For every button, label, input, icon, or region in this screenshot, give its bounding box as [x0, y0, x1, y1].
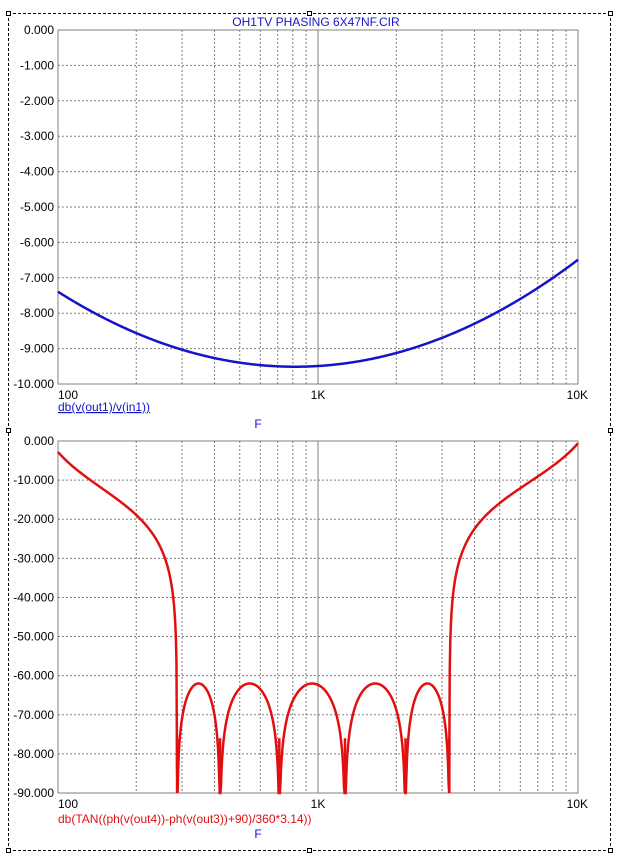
y-tick-label: -20.000	[13, 512, 54, 526]
chart-title: OH1TV PHASING 6X47NF.CIR	[232, 15, 400, 29]
y-tick-label: -9.000	[20, 342, 54, 356]
resize-handle-bottom-left[interactable]	[6, 848, 11, 853]
y-tick-label: 0.000	[24, 434, 54, 448]
y-tick-label: -80.000	[13, 747, 54, 761]
plot-area-border	[57, 29, 579, 385]
resize-handle-top-left[interactable]	[6, 11, 11, 16]
y-tick-label: -1.000	[20, 58, 54, 72]
y-tick-label: -7.000	[20, 271, 54, 285]
y-tick-label: -60.000	[13, 669, 54, 683]
x-tick-label: 1K	[311, 797, 326, 811]
resize-handle-mid-right[interactable]	[608, 428, 613, 433]
resize-handle-top-right[interactable]	[608, 11, 613, 16]
series-line	[57, 258, 579, 368]
x-axis-label: F	[254, 827, 261, 841]
x-axis-label: F	[254, 417, 261, 431]
x-tick-label: 100	[58, 797, 78, 811]
y-tick-label: -2.000	[20, 94, 54, 108]
resize-handle-bottom-mid[interactable]	[307, 848, 312, 853]
y-axis-label: db(v(out1)/v(in1))	[58, 400, 150, 414]
y-tick-label: -6.000	[20, 235, 54, 249]
y-tick-label: -90.000	[13, 786, 54, 800]
y-tick-label: -30.000	[13, 551, 54, 565]
x-tick-label: 1K	[311, 388, 326, 402]
plot-panel-2: 0.000 -10.000 -20.000 -30.000 -40.000 -50.000…	[13, 434, 588, 841]
y-tick-label: -50.000	[13, 630, 54, 644]
y-axis-label: db(TAN((ph(v(out4))-ph(v(out3))+90)/360*…	[58, 812, 312, 826]
y-tick-label: -4.000	[20, 165, 54, 179]
y-tick-label: -70.000	[13, 708, 54, 722]
resize-handle-mid-left[interactable]	[6, 428, 11, 433]
y-tick-label: -10.000	[13, 377, 54, 391]
y-tick-label: -8.000	[20, 306, 54, 320]
plot-panel-1: 0.000 -1.000 -2.000 -3.000 -4.000 -5.000 -6.00…	[13, 23, 588, 431]
y-tick-label: -3.000	[20, 129, 54, 143]
x-tick-label: 100	[58, 388, 78, 402]
resize-handle-top-mid[interactable]	[307, 11, 312, 16]
y-tick-label: 0.000	[24, 23, 54, 37]
resize-handle-bottom-right[interactable]	[608, 848, 613, 853]
x-tick-label: 10K	[567, 388, 588, 402]
series-line	[57, 442, 579, 795]
y-tick-label: -40.000	[13, 590, 54, 604]
plot-area-border	[57, 440, 579, 794]
y-tick-label: -10.000	[13, 473, 54, 487]
y-tick-label: -5.000	[20, 200, 54, 214]
x-tick-label: 10K	[567, 797, 588, 811]
